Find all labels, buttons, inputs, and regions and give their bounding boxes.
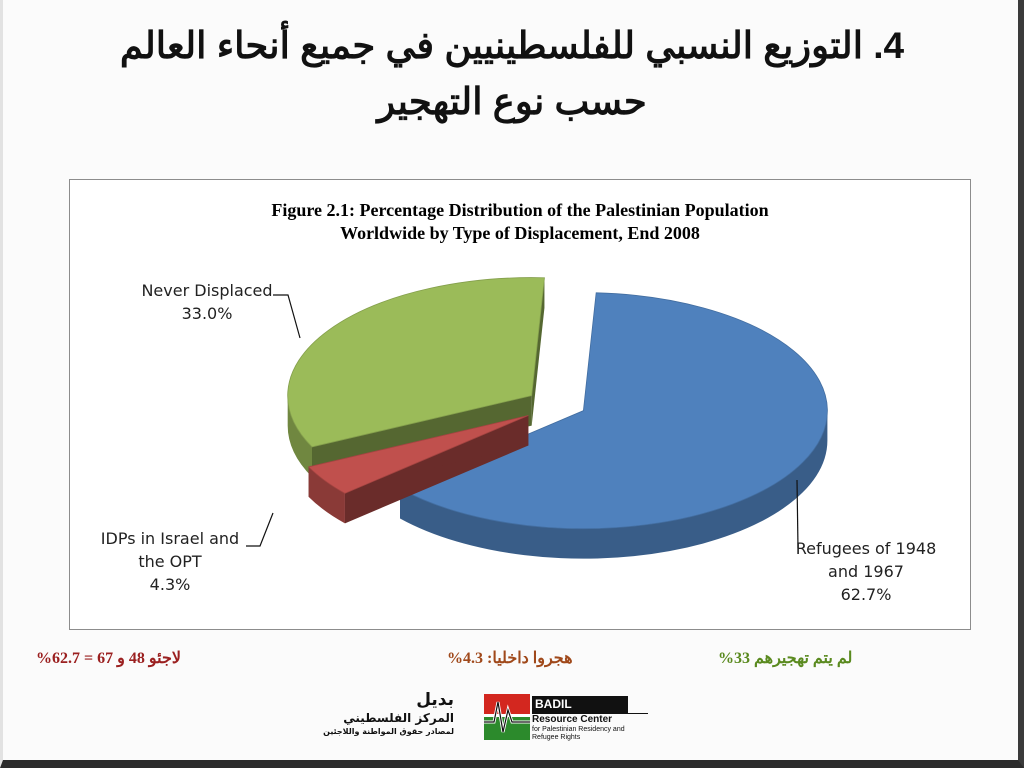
summary-idps: هجروا داخليا: 4.3%: [447, 650, 573, 667]
logo-en-subtitle: for Palestinian Residency and Refugee Ri…: [532, 726, 625, 742]
slice-label-idps-name2: the OPT: [138, 552, 202, 571]
page-title-line1: 4. التوزيع النسبي للفلسطينيين في جميع أن…: [119, 25, 905, 66]
page-title: 4. التوزيع النسبي للفلسطينيين في جميع أن…: [40, 18, 984, 130]
chart-title: Figure 2.1: Percentage Distribution of t…: [70, 199, 970, 245]
leader-line-idps: [246, 512, 274, 547]
page-title-line2: حسب نوع التهجير: [377, 81, 647, 122]
slice-label-never-name: Never Displaced: [141, 281, 273, 300]
slice-label-refugees: Refugees of 1948 and 1967 62.7%: [778, 537, 954, 606]
badil-logo: بديل المركز الفلسطيني لمصادر حقوق المواط…: [323, 690, 650, 748]
logo-en-subtitle-2: Refugee Rights: [532, 734, 581, 741]
slice-0-group: [399, 292, 828, 559]
logo-en-center: Resource Center: [532, 714, 613, 725]
slice-1-top: [307, 415, 529, 494]
slice-0-outer-wall-0: [400, 410, 828, 559]
logo-en-name: BADIL: [532, 696, 628, 713]
leader-line-never: [273, 294, 301, 339]
pie-slices: [287, 277, 828, 559]
slice-label-refugees-name2: and 1967: [828, 562, 904, 581]
logo-rule: [532, 713, 648, 714]
logo-english-text: BADIL Resource Center for Palestinian Re…: [532, 696, 648, 742]
slice-label-never-displaced: Never Displaced 33.0%: [112, 279, 302, 325]
slice-label-idps-value: 4.3%: [149, 575, 191, 594]
slice-2-top: [287, 277, 545, 448]
slice-2-outer-wall-0: [287, 395, 313, 477]
logo-ar-subtitle: لمصادر حقوق المواطنة واللاجئين: [323, 727, 454, 736]
slice-label-idps-name1: IDPs in Israel and: [100, 529, 240, 548]
slice-label-idps: IDPs in Israel and the OPT 4.3%: [78, 527, 262, 596]
slice-label-refugees-value: 62.7%: [840, 585, 892, 604]
slice-label-never-value: 33.0%: [181, 304, 233, 323]
logo-ar-name: بديل: [416, 690, 454, 710]
summary-never-displaced: لم يتم تهجيرهم 33%: [718, 650, 853, 667]
badil-emblem-icon: [484, 694, 530, 740]
pie-chart: [246, 277, 828, 559]
slice-1-outer-wall-0: [308, 466, 345, 524]
slice-1-group: [307, 415, 529, 524]
logo-en-subtitle-1: for Palestinian Residency and: [532, 726, 625, 733]
chart-frame: Figure 2.1: Percentage Distribution of t…: [69, 179, 971, 630]
chart-title-line2: Worldwide by Type of Displacement, End 2…: [340, 223, 700, 243]
slice-2-radial-wall-1: [531, 277, 545, 426]
slice-0-top: [399, 292, 828, 530]
chart-title-line1: Figure 2.1: Percentage Distribution of t…: [271, 200, 769, 220]
logo-ar-center: المركز الفلسطيني: [343, 711, 454, 725]
slice-label-refugees-name1: Refugees of 1948: [795, 539, 937, 558]
leader-line-refugees: [796, 479, 799, 549]
logo-arabic-text: بديل المركز الفلسطيني لمصادر حقوق المواط…: [323, 690, 454, 738]
summary-refugees: لاجئو 48 و 67 = 62.7%: [36, 650, 181, 667]
